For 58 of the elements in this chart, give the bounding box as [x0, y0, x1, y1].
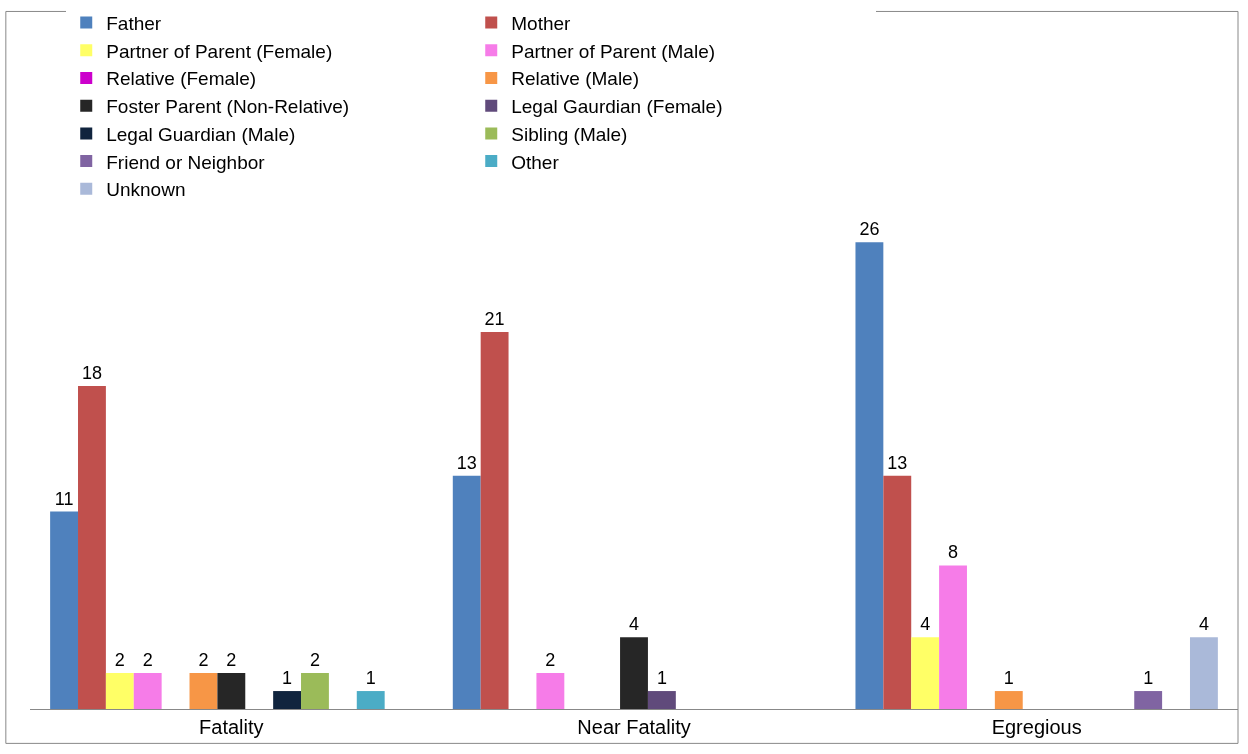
data-label: 1	[365, 668, 376, 689]
data-label: 8	[948, 542, 959, 563]
bar	[883, 475, 912, 709]
bar	[217, 673, 246, 709]
legend-label: Partner of Parent (Male)	[511, 40, 716, 62]
bar	[301, 673, 329, 709]
bar	[480, 332, 509, 709]
legend-label: Sibling (Male)	[511, 123, 628, 145]
data-label: 4	[1198, 614, 1209, 635]
legend-label: Legal Gaurdian (Female)	[511, 96, 723, 118]
bar	[133, 673, 162, 709]
bar	[78, 385, 106, 709]
legend-label: Other	[511, 151, 560, 173]
legend-label: Relative (Male)	[511, 68, 640, 90]
legend-label: Legal Guardian (Male)	[106, 123, 296, 145]
legend-label: Partner of Parent (Female)	[106, 40, 333, 62]
bar	[452, 475, 481, 709]
legend-label: Mother	[511, 13, 572, 35]
data-label: 11	[54, 488, 74, 509]
data-label: 4	[920, 614, 931, 635]
bar	[620, 637, 648, 709]
bar	[1134, 691, 1163, 709]
legend-label: Father	[106, 13, 162, 35]
x-tick-label: Egregious	[991, 716, 1082, 738]
bar	[536, 673, 565, 709]
data-label: 2	[114, 650, 125, 671]
bar	[994, 691, 1023, 709]
bar	[911, 637, 940, 709]
bar	[356, 691, 385, 709]
bar	[647, 691, 676, 709]
legend-label: Friend or Neighbor	[106, 151, 266, 173]
data-label: 18	[81, 362, 102, 383]
bar	[273, 691, 302, 709]
x-tick-label: Near Fatality	[577, 716, 691, 738]
data-label: 2	[226, 650, 237, 671]
bar	[189, 673, 218, 709]
data-label: 1	[656, 668, 667, 689]
data-label: 1	[1143, 668, 1154, 689]
bar	[855, 242, 884, 709]
bar	[939, 565, 967, 709]
x-tick-label: Fatality	[199, 716, 264, 738]
data-label: 2	[545, 650, 556, 671]
data-label: 21	[484, 309, 505, 330]
bar	[50, 511, 79, 709]
data-label: 2	[198, 650, 209, 671]
data-label: 26	[859, 219, 880, 240]
data-label: 2	[309, 650, 320, 671]
legend-label: Foster Parent (Non-Relative)	[106, 96, 350, 118]
bar	[105, 673, 134, 709]
data-label: 2	[142, 650, 153, 671]
data-label: 13	[887, 452, 908, 473]
bar	[1189, 637, 1218, 709]
data-label: 13	[456, 452, 477, 473]
data-label: 1	[1003, 668, 1014, 689]
legend-label: Relative (Female)	[106, 68, 257, 90]
data-label: 1	[282, 668, 293, 689]
legend-label: Unknown	[106, 179, 186, 201]
data-label: 4	[628, 614, 640, 635]
